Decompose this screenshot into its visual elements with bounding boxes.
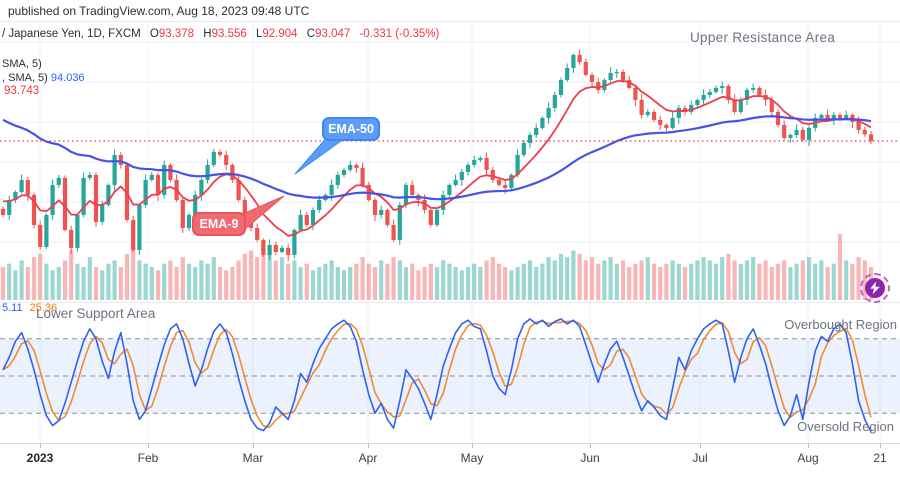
time-axis[interactable]: 2023 Feb Mar Apr May Jun Jul Aug 21 [0, 443, 900, 470]
time-axis-tickmark [700, 444, 701, 448]
time-axis-tickmark [40, 444, 41, 448]
time-axis-tickmark [253, 444, 254, 448]
time-axis-label: 21 [873, 451, 887, 465]
ema9-callout[interactable]: EMA-9 [192, 212, 246, 236]
stochastic-values: 5.11 25.36 [2, 302, 57, 314]
ohlc-high-label: H [203, 28, 212, 40]
symbol-legend[interactable]: / Japanese Yen, 1D, FXCM O93.378 H93.556… [2, 27, 439, 42]
symbol-title: / Japanese Yen, 1D, FXCM [2, 28, 141, 40]
time-axis-tickmark [148, 444, 149, 448]
time-axis-tickmark [808, 444, 809, 448]
price-chart-pane[interactable] [0, 22, 900, 302]
time-axis-tickmark [368, 444, 369, 448]
boost-button[interactable] [860, 273, 890, 303]
time-axis-tickmark [472, 444, 473, 448]
time-axis-label: Jun [580, 451, 600, 465]
ma-red-label: SMA, 5) [2, 58, 42, 70]
stochastic-pane[interactable] [0, 302, 900, 444]
ohlc-close-value: 93.047 [315, 28, 351, 40]
ohlc-low-label: L [255, 28, 263, 40]
ma-legend[interactable]: SMA, 5) 93.743 , SMA, 5) 94.036 [2, 57, 85, 97]
ohlc-change-value: -0.331 (-0.35%) [359, 28, 440, 40]
ohlc-open-value: 93.378 [158, 28, 195, 40]
ma-red-value: 93.743 [4, 85, 40, 97]
oversold-region-label: Oversold Region [797, 419, 894, 434]
time-axis-tickmark [880, 444, 881, 448]
time-axis-tickmark [590, 444, 591, 448]
time-axis-label: Aug [797, 451, 819, 465]
stoch-k-value: 5.11 [2, 302, 23, 314]
stoch-d-value: 25.36 [29, 302, 58, 314]
time-axis-label: Jul [692, 451, 708, 465]
time-axis-label: Mar [242, 451, 264, 465]
ohlc-open-label: O [149, 28, 159, 40]
upper-resistance-label: Upper Resistance Area [690, 30, 836, 45]
ohlc-low-value: 92.904 [262, 28, 298, 40]
published-bar: published on TradingView.com, Aug 18, 20… [0, 0, 900, 22]
overbought-region-label: Overbought Region [784, 317, 897, 332]
ma-blue-label: , SMA, 5) [2, 72, 48, 84]
ohlc-high-value: 93.556 [211, 28, 247, 40]
time-axis-label: May [460, 451, 484, 465]
published-text: published on TradingView.com, Aug 18, 20… [8, 4, 310, 18]
stochastic-chart[interactable] [0, 303, 900, 444]
ma-blue-value: 94.036 [50, 72, 85, 84]
ohlc-close-label: C [306, 28, 316, 40]
time-axis-label: Apr [358, 451, 378, 465]
lower-support-label: Lower Support Area [36, 306, 156, 321]
candlestick-chart[interactable] [0, 22, 900, 302]
lightning-icon [865, 278, 885, 298]
ema50-callout[interactable]: EMA-50 [322, 117, 380, 141]
time-axis-label: 2023 [26, 451, 54, 465]
time-axis-label: Feb [137, 451, 159, 465]
